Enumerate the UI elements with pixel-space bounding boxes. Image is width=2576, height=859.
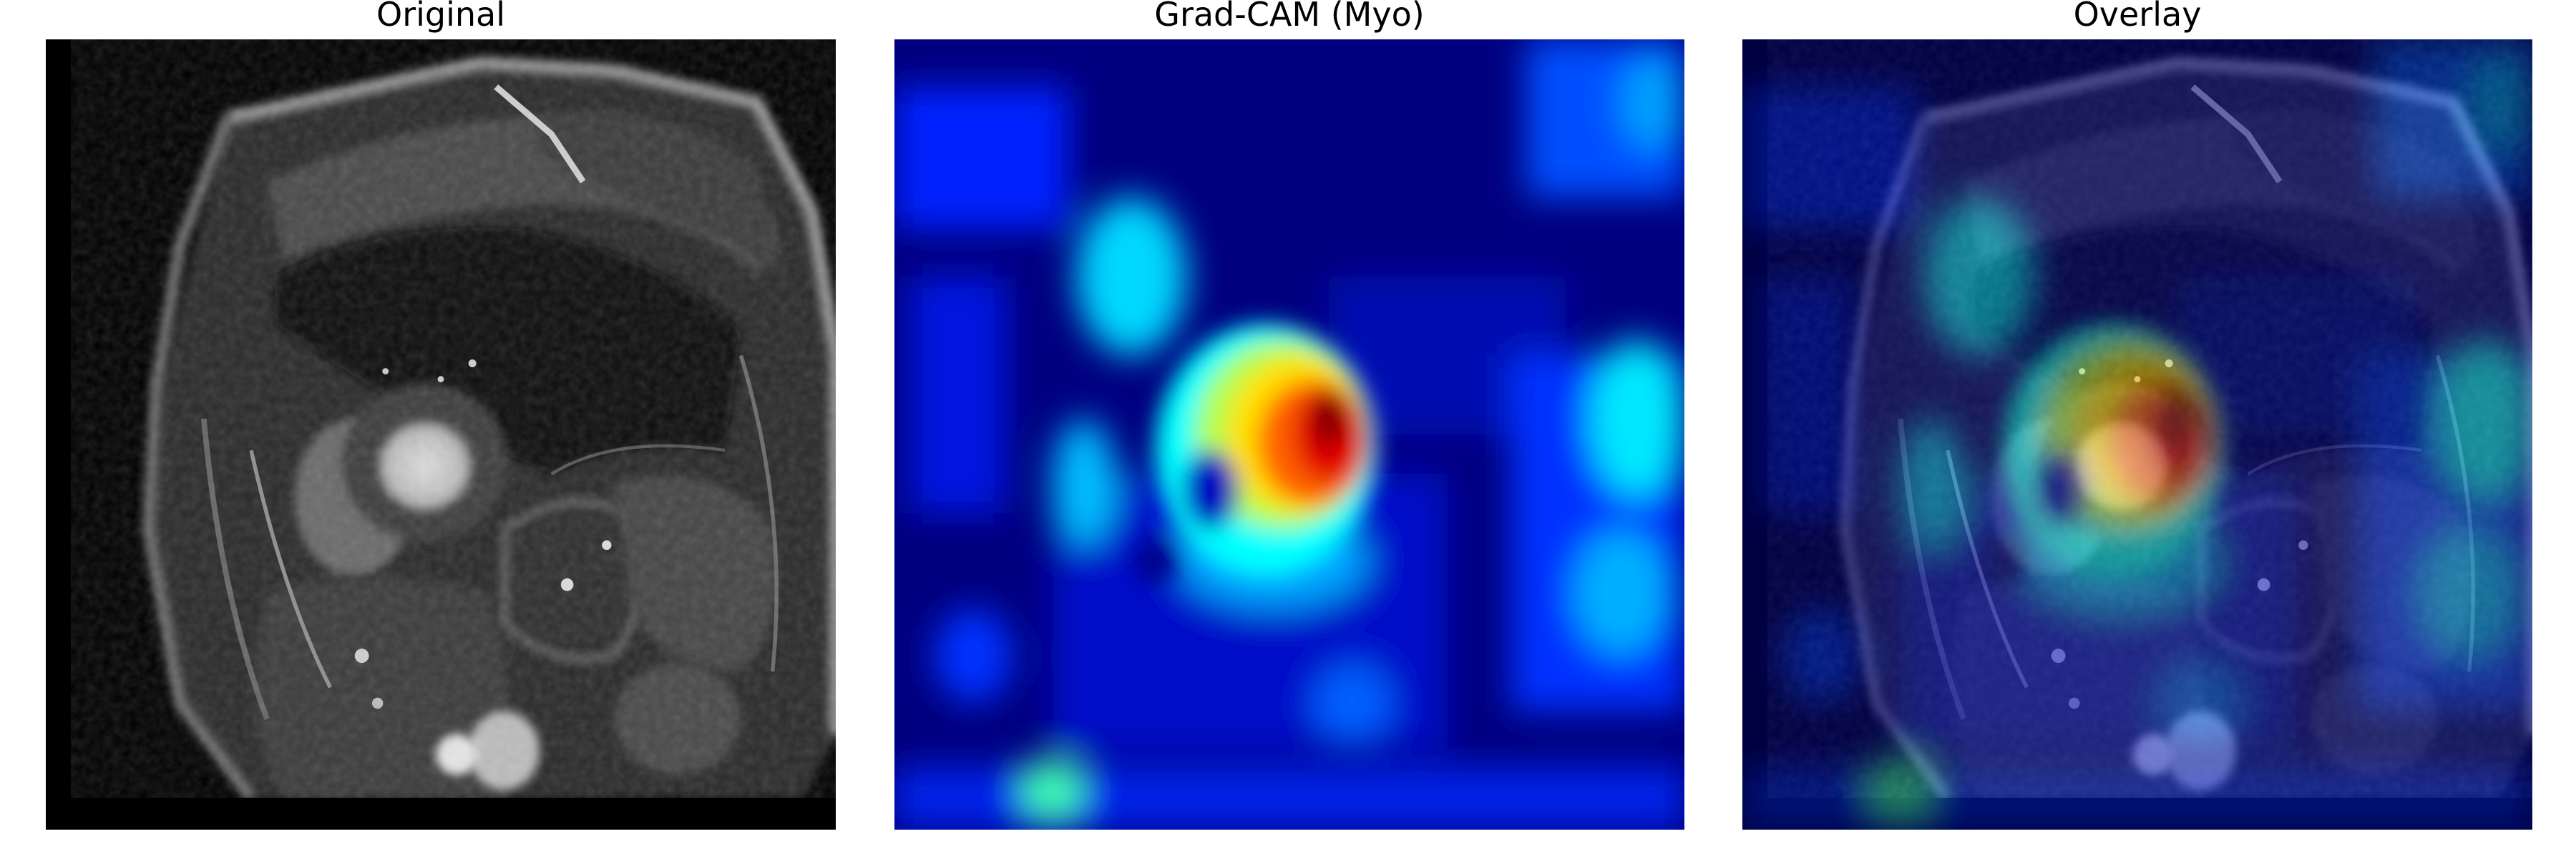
gradcam-heatmap (894, 39, 1684, 830)
panel-title-overlay: Overlay (2073, 0, 2202, 34)
original-mri-image (46, 39, 836, 830)
overlay-image (1742, 39, 2532, 830)
panel-title-gradcam: Grad-CAM (Myo) (1154, 0, 1425, 34)
panel-title-original: Original (376, 0, 505, 34)
